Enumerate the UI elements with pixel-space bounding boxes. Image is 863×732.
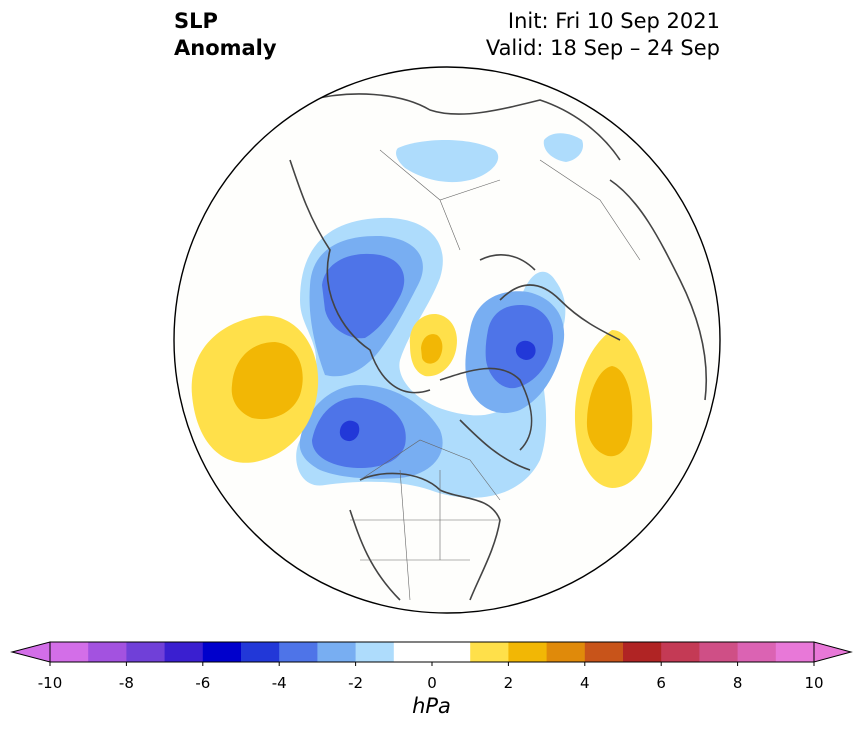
colorbar-swatch (126, 642, 166, 662)
colorbar-swatches (10, 641, 853, 663)
title-line-1: SLP (174, 9, 218, 33)
globe-border (173, 66, 721, 614)
colorbar-swatch (50, 642, 89, 662)
colorbar-swatch (699, 642, 739, 662)
colorbar-swatch (470, 642, 509, 662)
init-date: Init: Fri 10 Sep 2021 (507, 9, 720, 33)
low-east-asia (543, 133, 584, 162)
colorbar-swatch (775, 642, 815, 662)
colorbar-tick-label: 10 (804, 674, 823, 690)
colorbar-swatch (202, 642, 242, 662)
colorbar-swatch (737, 642, 777, 662)
colorbar-extend-high (813, 641, 853, 663)
high-pacific-core (231, 342, 303, 420)
high-europe-core (586, 366, 633, 457)
colorbar-units: hPa (412, 694, 451, 718)
low-canada-core (312, 397, 406, 468)
colorbar-tick-label: -6 (195, 674, 210, 690)
low-atlantic-deep (515, 340, 536, 360)
colorbar-tick-label: -8 (119, 674, 134, 690)
colorbar-swatch (241, 642, 280, 662)
colorbar: -10 -8 -6 -4 -2 0 2 4 6 8 10 (10, 641, 853, 690)
anomaly-field (191, 93, 708, 601)
valid-range: Valid: 18 Sep – 24 Sep (485, 36, 720, 60)
polar-map (173, 66, 721, 614)
low-siberia (396, 140, 499, 183)
colorbar-tick-label: -4 (272, 674, 287, 690)
colorbar-swatch (88, 642, 127, 662)
colorbar-swatch (508, 642, 548, 662)
low-canada-deep (339, 420, 360, 442)
colorbar-tick-label: 0 (427, 674, 437, 690)
colorbar-tick-label: 8 (733, 674, 743, 690)
colorbar-swatch (661, 642, 700, 662)
colorbar-tick-label: 6 (656, 674, 666, 690)
colorbar-swatch (432, 642, 471, 662)
colorbar-swatch (584, 642, 624, 662)
colorbar-swatch (546, 642, 586, 662)
colorbar-extend-low (10, 641, 51, 663)
colorbar-tick-label: 4 (580, 674, 590, 690)
colorbar-swatch (164, 642, 204, 662)
colorbar-swatch (355, 642, 395, 662)
colorbar-tick-label: -2 (348, 674, 363, 690)
coastlines (289, 93, 708, 601)
colorbar-ticks: -10 -8 -6 -4 -2 0 2 4 6 8 10 (38, 662, 824, 690)
colorbar-tick-label: -10 (38, 674, 63, 690)
colorbar-swatch (317, 642, 357, 662)
colorbar-tick-label: 2 (504, 674, 514, 690)
low-alaska-core (322, 253, 405, 339)
colorbar-swatch (393, 642, 433, 662)
high-pole-core (421, 334, 443, 364)
valid-period: Init: Fri 10 Sep 2021 Valid: 18 Sep – 24… (486, 8, 720, 62)
borders (350, 149, 641, 601)
title-line-2: Anomaly (174, 36, 277, 60)
colorbar-swatch (623, 642, 662, 662)
colorbar-swatch (279, 642, 318, 662)
map-title: SLP Anomaly (174, 8, 277, 62)
